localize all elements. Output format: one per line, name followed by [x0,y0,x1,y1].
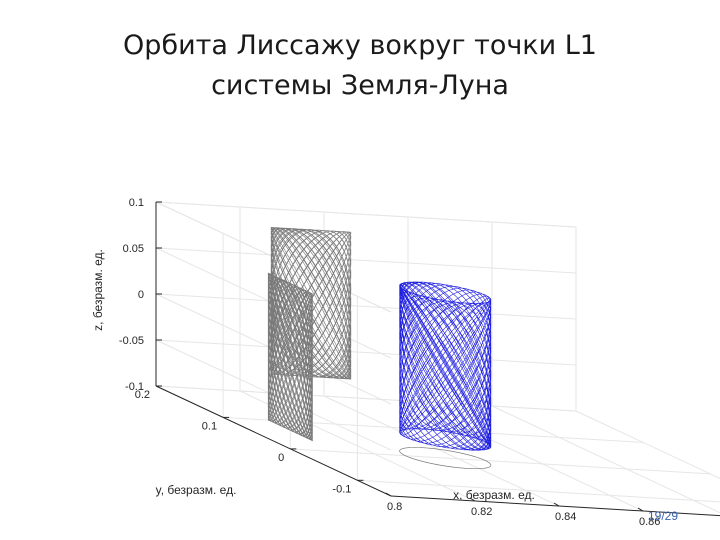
x-tick [553,502,560,507]
orbit-projection-xy [399,447,492,469]
tick-labels: 0.80.820.840.860.880.9-0.100.10.2-0.1-0.… [119,197,661,528]
grid-line-y-floor [155,385,577,412]
title-line-1: Орбита Лиссажу вокруг точки L1 [123,30,597,61]
y-axis-line [155,385,392,497]
grid-line-z-back [155,339,577,366]
x-tick-label: 0.84 [555,511,576,523]
grid-line-x-floor [323,395,560,507]
orbit-layer [399,281,492,451]
grid-line-z-back [155,247,577,274]
grid-line-x-floor [575,410,720,479]
z-tick-label: -0.05 [119,335,144,347]
x-tick-label: 0.82 [471,506,492,518]
z-tick-label: 0 [138,289,144,301]
y-tick-label: 0.2 [135,389,150,401]
projections [267,226,492,469]
x-tick [469,497,476,502]
grid-line-x-floor [491,405,720,514]
grid-line-y-floor [357,479,720,503]
x-axis-label: x, безразм. ед. [453,488,535,502]
orbit-projection-xz [270,226,352,380]
x-tick-label: 0.86 [639,516,660,528]
x-axis-line [390,495,720,517]
axes [155,201,720,517]
y-axis-label: y, безразм. ед. [156,483,237,497]
grid-line-z-back [155,293,577,320]
x-tick-label: 0.8 [387,501,402,513]
lissajous-orbit [399,281,492,451]
title-line-2: системы Земля-Луна [211,70,509,101]
z-axis-label: z, безразм. ед. [91,249,105,331]
z-tick-label: -0.1 [125,381,144,393]
x-tick [637,507,644,512]
page-number: 19/29 [647,509,678,523]
wall-edge [155,201,577,228]
slide-title: Орбита Лиссажу вокруг точки L1 системы З… [0,26,720,106]
y-tick-label: -0.1 [332,483,351,495]
y-tick-label: 0.1 [202,420,217,432]
y-tick-label: 0 [278,452,284,464]
x-tick [385,492,392,497]
z-tick-label: 0.05 [123,243,144,255]
z-tick-label: 0.1 [129,197,144,209]
grid-line-y-floor [290,448,711,475]
